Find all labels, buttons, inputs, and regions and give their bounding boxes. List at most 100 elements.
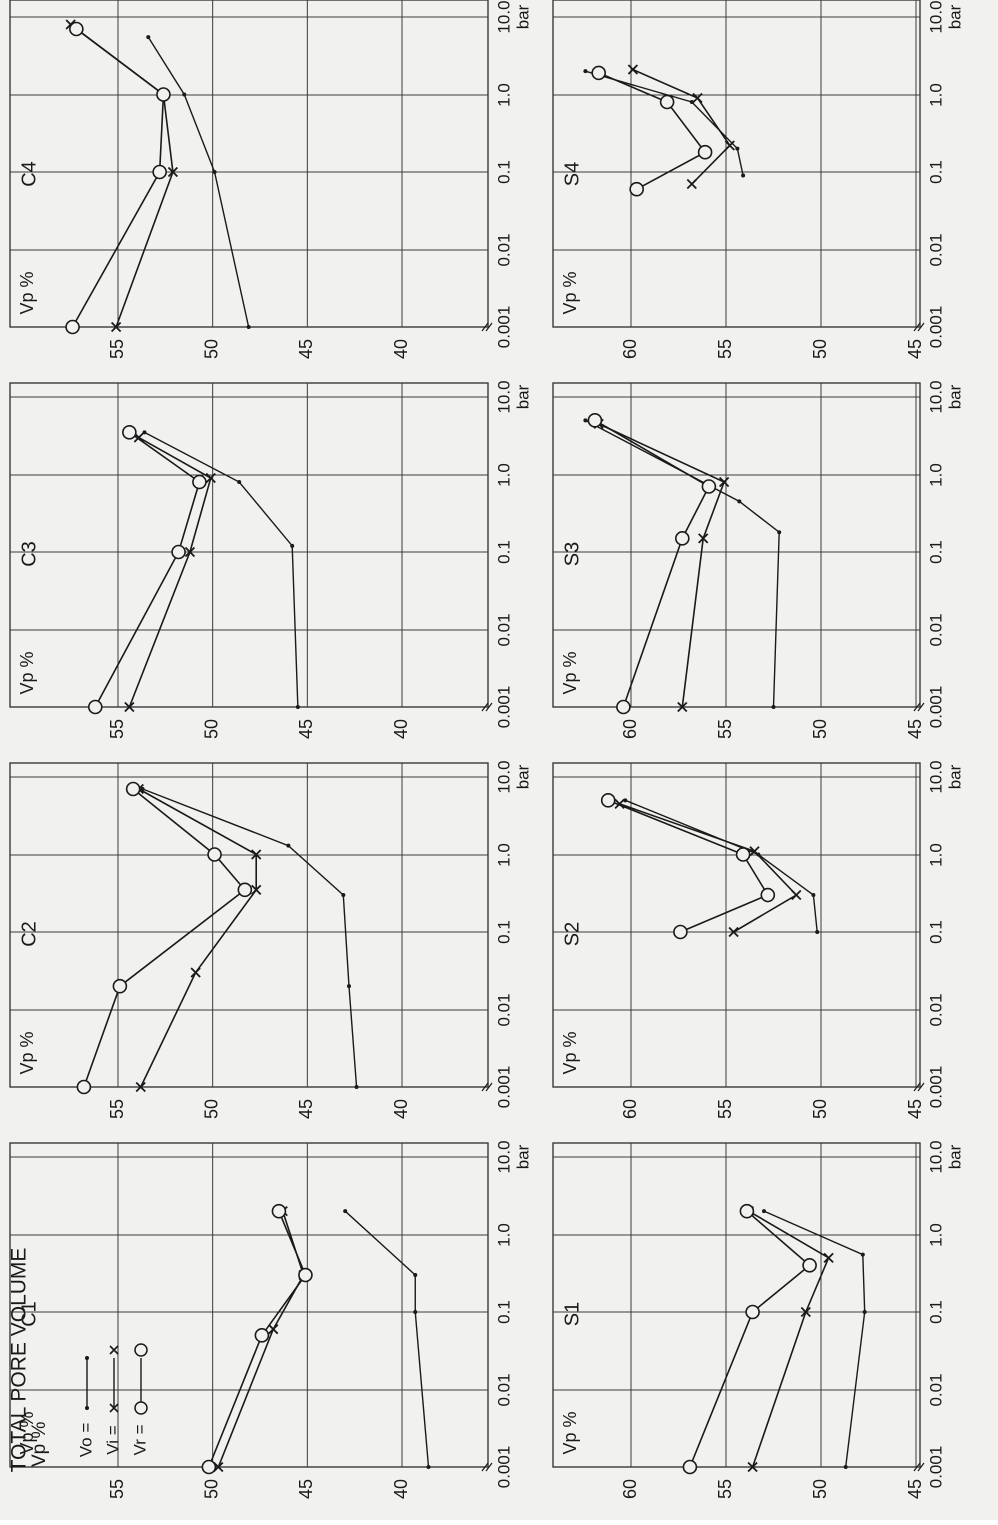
point-vr xyxy=(171,544,186,560)
panel-title: C3 xyxy=(18,541,40,567)
point-vo xyxy=(413,1310,418,1314)
point-vo xyxy=(295,705,300,709)
point-vr xyxy=(629,181,645,197)
panel-frame xyxy=(9,762,489,1088)
point-vr xyxy=(739,1203,755,1219)
x-tick-label: 0.001 xyxy=(926,1446,945,1489)
point-vr xyxy=(745,1304,760,1320)
point-vo xyxy=(286,843,291,848)
y-tick-label: 60 xyxy=(620,339,640,359)
y-tick-label: 50 xyxy=(810,1099,830,1119)
series-line-vo xyxy=(585,419,780,708)
axis-break-mark xyxy=(481,1082,493,1092)
point-vo xyxy=(290,543,295,548)
x-tick-label: 1.0 xyxy=(494,463,513,487)
point-vr xyxy=(76,1079,92,1095)
panel-s4: 60 55 50 450.001 0.01 0.1 1.0 10.0 bar S4 Vp % xyxy=(552,0,964,359)
point-vr xyxy=(65,319,80,335)
y-tick-label: 55 xyxy=(715,1479,735,1499)
series-line-vi xyxy=(128,436,212,708)
point-vi xyxy=(718,476,730,488)
y-tick-label: 45 xyxy=(296,1099,316,1119)
y-tick-label: 50 xyxy=(201,1479,221,1499)
point-vo xyxy=(771,705,776,709)
series-line-vo xyxy=(763,1210,866,1468)
x-tick-label: 0.001 xyxy=(494,686,513,729)
point-vr xyxy=(69,21,84,37)
panel-frame xyxy=(552,0,921,328)
point-vo xyxy=(341,893,346,898)
point-vo xyxy=(689,100,694,105)
point-vo xyxy=(815,930,820,934)
y-tick-label: 50 xyxy=(810,339,830,359)
x-tick-label: 10.0 xyxy=(494,380,513,413)
y-tick-label: 45 xyxy=(296,719,316,739)
point-vr xyxy=(125,781,141,797)
series-line-vo xyxy=(142,788,358,1088)
panel-ylabel: Vp % xyxy=(17,1031,37,1074)
x-axis-unit: bar xyxy=(945,1144,964,1169)
legend-marker-circle xyxy=(134,1401,148,1415)
y-tick-label: 40 xyxy=(391,719,411,739)
point-vr xyxy=(659,94,675,110)
series-line-vi xyxy=(748,1210,830,1468)
y-tick-label: 55 xyxy=(715,719,735,739)
point-vi xyxy=(167,166,179,178)
y-tick-label: 45 xyxy=(296,339,316,359)
point-vo xyxy=(735,146,740,151)
x-tick-label: 0.001 xyxy=(494,1066,513,1109)
x-tick-label: 0.1 xyxy=(926,920,945,944)
y-tick-label: 55 xyxy=(107,1479,127,1499)
point-vi xyxy=(692,92,703,104)
y-tick-label: 50 xyxy=(810,1479,830,1499)
x-tick-label: 0.001 xyxy=(926,306,945,349)
axis-break-mark xyxy=(913,702,925,712)
point-vi xyxy=(728,926,739,938)
point-vi xyxy=(724,140,735,151)
x-tick-label: 0.1 xyxy=(494,920,513,944)
panel-ylabel: Vp % xyxy=(17,271,37,314)
panel-title: C1 xyxy=(18,1301,40,1327)
legend-label-vi: Vi = xyxy=(103,1425,122,1455)
panel-frame xyxy=(9,0,489,328)
y-tick-label: 45 xyxy=(905,1479,925,1499)
x-tick-label: 0.001 xyxy=(494,306,513,349)
x-tick-label: 0.01 xyxy=(494,233,513,266)
series-line-vr xyxy=(594,419,710,708)
x-tick-label: 0.01 xyxy=(926,1373,945,1406)
legend-marker-cross xyxy=(109,1403,119,1413)
series-line-vo xyxy=(344,1210,430,1468)
point-vo xyxy=(182,92,187,97)
y-tick-label: 50 xyxy=(810,719,830,739)
x-axis-unit: bar xyxy=(945,384,964,409)
panel-s3: 60 55 50 450.001 0.01 0.1 1.0 10.0 bar S3 Vp % xyxy=(552,380,964,739)
panel-c1: 55 50 45 40 0.001 0.01 0.1 1.0 10.0 bar C1 Vp % xyxy=(9,1140,532,1499)
legend-label-vr: Vr = xyxy=(130,1424,149,1455)
x-tick-label: 0.01 xyxy=(494,1373,513,1406)
point-vr xyxy=(616,699,631,715)
point-vr xyxy=(591,65,607,81)
panel-ylabel: Vp % xyxy=(17,1411,37,1454)
x-tick-label: 0.1 xyxy=(494,160,513,184)
point-vr xyxy=(254,1328,270,1343)
panel-c2: 55 50 45 40 0.001 0.01 0.1 1.0 10.0 bar C2 Vp % xyxy=(9,760,532,1119)
point-vi xyxy=(627,64,639,75)
point-vr xyxy=(207,847,222,862)
x-tick-label: 1.0 xyxy=(926,843,945,867)
point-vr xyxy=(152,164,167,180)
y-tick-label: 45 xyxy=(905,339,925,359)
panel-title: C4 xyxy=(18,161,40,187)
point-vr xyxy=(735,847,751,862)
point-vr xyxy=(587,413,603,428)
point-vr xyxy=(298,1267,313,1283)
point-vo xyxy=(246,325,251,329)
y-tick-label: 60 xyxy=(620,719,640,739)
point-vi xyxy=(698,533,709,544)
point-vr xyxy=(156,87,171,102)
series-line-vo xyxy=(625,799,818,933)
x-tick-label: 0.01 xyxy=(926,233,945,266)
series-line-vr xyxy=(208,1210,307,1468)
panel-title: C2 xyxy=(18,921,40,947)
point-vr xyxy=(271,1203,287,1219)
